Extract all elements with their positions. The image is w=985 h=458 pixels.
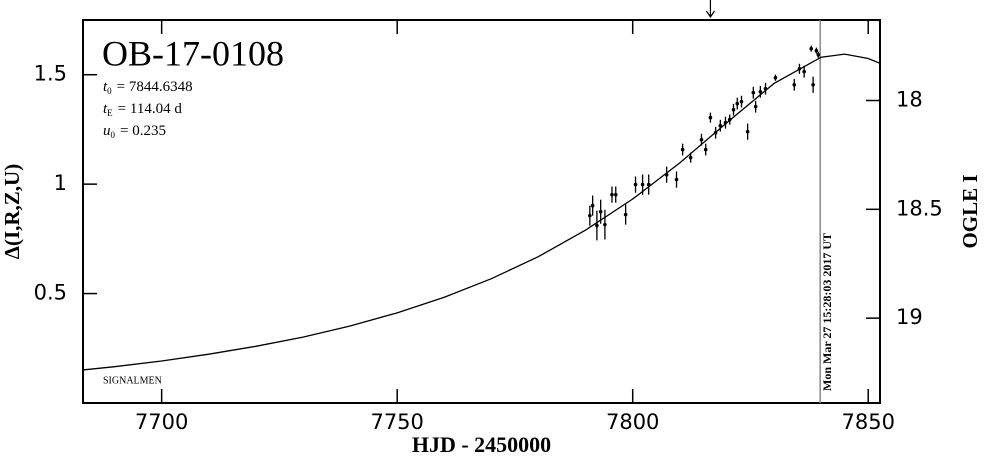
data-point [727, 117, 732, 122]
data-point [753, 104, 758, 109]
data-point [640, 182, 645, 187]
fit-parameter: tE = 114.04 d [103, 101, 182, 118]
y-tick-label: 1.5 [34, 62, 67, 86]
data-point [623, 212, 628, 217]
now-label: Mon Mar 27 15:28:03 2017 UT [820, 233, 834, 391]
fit-parameter: t0 = 7844.6348 [103, 79, 193, 96]
footnote: SIGNALMEN [103, 375, 162, 386]
data-point [731, 107, 736, 112]
data-point [763, 86, 768, 91]
param-symbol: t [103, 101, 108, 117]
data-point [603, 222, 607, 227]
data-point [735, 101, 740, 106]
data-point [590, 203, 595, 208]
y2-axis-label: OGLE I [958, 174, 982, 248]
param-symbol: t [103, 79, 108, 95]
data-point [739, 99, 744, 104]
data-point [758, 89, 763, 94]
y-axis-label: Δ(I,R,Z,U) [0, 164, 24, 259]
data-point [802, 69, 806, 74]
x-tick-label: 7750 [370, 410, 423, 434]
data-point [598, 209, 603, 214]
y-tick-label: 1 [54, 171, 67, 195]
data-point [613, 192, 618, 197]
peak-arrow [705, 0, 715, 19]
y-tick-label: 0.5 [34, 281, 67, 305]
param-value: = 0.235 [120, 123, 166, 139]
data-point [809, 46, 814, 51]
data-point [588, 213, 592, 218]
data-point [664, 172, 669, 177]
data-point [708, 115, 713, 120]
y2-tick-label: 19 [896, 305, 923, 329]
data-point [633, 182, 638, 187]
data-point [610, 192, 614, 197]
data-point [699, 137, 704, 142]
model-curve [82, 53, 881, 371]
data-point [745, 129, 750, 134]
x-tick-label: 7700 [135, 410, 188, 434]
data-point [703, 147, 708, 152]
data-point [816, 52, 821, 57]
data-point [814, 48, 819, 53]
data-point [688, 155, 693, 160]
param-subscript: 0 [107, 86, 112, 96]
param-subscript: 0 [111, 130, 116, 140]
y2-tick-label: 18 [896, 88, 923, 112]
data-point [713, 130, 718, 135]
data-point [773, 75, 778, 80]
data-point [792, 82, 797, 87]
x-tick-label: 7850 [841, 410, 894, 434]
x-axis-label: HJD - 2450000 [412, 432, 551, 457]
y2-tick-label: 18.5 [896, 196, 943, 220]
plot-frame [82, 19, 881, 404]
param-symbol: u [103, 123, 111, 139]
data-point [595, 223, 599, 228]
param-subscript: E [107, 108, 113, 118]
param-value: = 7844.6348 [117, 79, 193, 95]
chart-title: OB-17-0108 [102, 33, 284, 73]
x-tick-label: 7800 [606, 410, 659, 434]
data-point [797, 67, 802, 71]
data-point [674, 177, 679, 182]
data-point [680, 147, 685, 152]
data-point [751, 90, 756, 95]
data-point [646, 182, 651, 187]
data-point [718, 123, 723, 128]
data-point [723, 120, 728, 125]
param-value: = 114.04 d [118, 101, 183, 117]
data-point [811, 82, 815, 87]
fit-parameter: u0 = 0.235 [103, 123, 166, 140]
